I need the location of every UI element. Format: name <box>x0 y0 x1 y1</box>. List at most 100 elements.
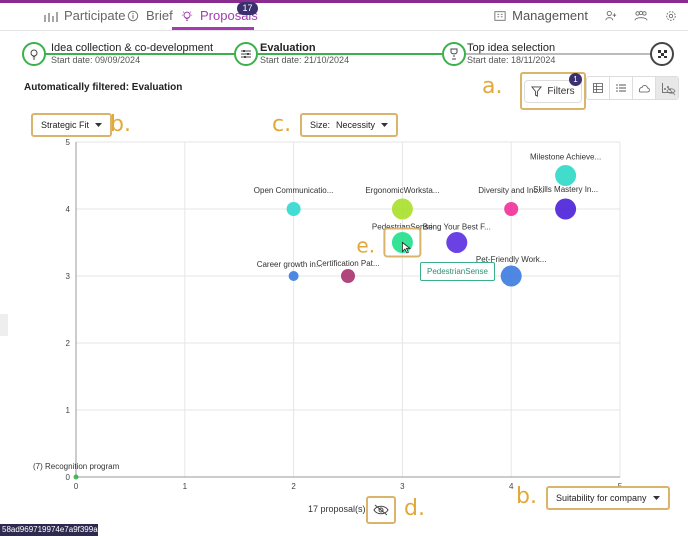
bubble-point[interactable] <box>286 202 301 216</box>
x-tick-label: 0 <box>74 482 79 490</box>
highlight-box-e <box>383 227 422 258</box>
step-idea-collection-date: Start date: 09/09/2024 <box>51 55 141 65</box>
settings-gear-icon[interactable] <box>664 10 678 22</box>
sliders-icon <box>241 50 251 58</box>
tab-brief-label: Brief <box>146 8 173 23</box>
bubble-point[interactable] <box>341 269 355 283</box>
filters-count-badge: 1 <box>569 73 582 86</box>
table-view-icon[interactable] <box>587 77 610 99</box>
y-tick-label: 5 <box>66 138 71 147</box>
filters-button[interactable]: Filters <box>520 72 586 110</box>
status-id-bar: 58ad969719974e7a9f399aeed <box>0 524 112 536</box>
step-idea-collection-circle[interactable] <box>22 42 46 66</box>
left-edge-handle <box>0 314 8 336</box>
bubble-label: Career growth in... <box>257 260 323 269</box>
bubble-chart: 012345012345Open Communicatio...Ergonomi… <box>33 138 623 490</box>
step-idea-collection-title: Idea collection & co-development <box>51 42 214 54</box>
x-tick-label: 4 <box>509 482 514 490</box>
management-button[interactable]: Management <box>493 8 588 23</box>
y-tick-label: 1 <box>66 406 71 415</box>
step-evaluation-date: Start date: 21/10/2024 <box>260 55 350 65</box>
x-axis-value: Suitability for company <box>556 493 647 503</box>
filters-label: Filters <box>547 85 575 97</box>
y-tick-label: 3 <box>66 272 71 281</box>
stepper-line-1 <box>44 53 236 55</box>
bubble-label: Diversity and Inc... <box>478 186 544 195</box>
checkered-flag-icon <box>658 50 667 58</box>
top-accent-bar <box>0 0 688 3</box>
cloud-view-icon[interactable] <box>633 77 656 99</box>
bubble-tooltip: PedestrianSense <box>420 262 495 281</box>
stepper-line-2 <box>258 53 442 55</box>
list-view-icon[interactable] <box>610 77 633 99</box>
annotation-e: e. <box>356 234 375 258</box>
bubble-point[interactable] <box>504 202 519 216</box>
bubble-point[interactable] <box>500 265 522 287</box>
caret-down-icon <box>95 122 103 127</box>
size-dropdown[interactable]: Size: Necessity <box>300 113 399 137</box>
bubble-point[interactable] <box>446 232 468 253</box>
add-user-icon[interactable] <box>604 10 618 22</box>
bubble-label: ErgonomicWorksta... <box>365 186 439 195</box>
eye-slash-icon <box>373 504 389 516</box>
proposals-count-badge: 17 <box>237 2 258 15</box>
lightbulb-icon <box>30 49 38 60</box>
caret-down-icon <box>652 495 660 500</box>
bubble-label: Bring Your Best F... <box>423 223 491 232</box>
bubble-point[interactable] <box>555 165 577 186</box>
management-label: Management <box>512 8 588 23</box>
bubble-label: Certification Pat... <box>316 259 379 268</box>
funnel-icon <box>531 85 543 97</box>
x-tick-label: 3 <box>400 482 405 490</box>
bubble-label: Skills Mastery In... <box>533 185 598 194</box>
step-top-idea-title: Top idea selection <box>467 42 556 54</box>
annotation-a: a. <box>482 74 503 99</box>
bubble-point[interactable] <box>391 198 413 220</box>
y-axis-dropdown[interactable]: Strategic Fit <box>31 113 113 137</box>
annotation-c: c. <box>272 112 292 137</box>
bubble-label: Pet-Friendly Work... <box>476 255 547 264</box>
lightbulb-icon <box>181 10 193 21</box>
hide-eye-icon-small[interactable] <box>666 86 676 96</box>
step-finish-circle[interactable] <box>650 42 674 66</box>
annotation-d: d. <box>404 496 425 521</box>
bubble-point[interactable] <box>73 474 79 480</box>
people-icon <box>44 11 58 22</box>
info-icon <box>127 10 139 21</box>
tab-brief[interactable]: Brief <box>126 8 173 23</box>
mouse-cursor-icon <box>402 241 412 254</box>
step-evaluation-title: Evaluation <box>260 42 316 54</box>
bubble-label: Milestone Achieve... <box>530 153 601 162</box>
y-tick-label: 4 <box>66 205 71 214</box>
caret-down-icon <box>381 122 389 127</box>
tab-participate[interactable]: Participate <box>44 8 125 23</box>
x-axis-dropdown[interactable]: Suitability for company <box>546 486 670 510</box>
y-axis-value: Strategic Fit <box>41 120 90 130</box>
bubble-point[interactable] <box>555 198 577 220</box>
y-tick-label: 0 <box>66 473 71 482</box>
annotation-b-top: b. <box>110 112 131 137</box>
step-evaluation-circle[interactable] <box>234 42 258 66</box>
size-prefix: Size: <box>310 120 331 130</box>
bubble-label: PedestrianSense <box>372 223 433 232</box>
proposal-count: 17 proposal(s) <box>308 504 366 514</box>
bubble-label: Open Communicatio... <box>254 186 334 195</box>
step-top-idea-date: Start date: 18/11/2024 <box>467 55 556 65</box>
top-navigation: Participate Brief Proposals 17 Managemen… <box>0 0 688 31</box>
stepper-line-3 <box>464 53 652 55</box>
building-icon <box>494 10 506 21</box>
bubble-point[interactable] <box>288 271 299 281</box>
annotation-b-bottom: b. <box>516 484 537 509</box>
hide-labels-button[interactable] <box>366 496 396 524</box>
phase-stepper: Idea collection & co-development Start d… <box>22 40 674 70</box>
auto-filter-status: Automatically filtered: Evaluation <box>24 82 183 93</box>
size-value: Necessity <box>336 120 376 130</box>
y-tick-label: 2 <box>66 339 71 348</box>
view-switcher <box>586 76 679 100</box>
x-tick-label: 1 <box>183 482 188 490</box>
active-tab-indicator <box>172 27 254 30</box>
x-tick-label: 2 <box>291 482 296 490</box>
group-icon[interactable] <box>634 10 648 22</box>
tab-participate-label: Participate <box>64 8 126 23</box>
step-top-idea-circle[interactable] <box>442 42 466 66</box>
